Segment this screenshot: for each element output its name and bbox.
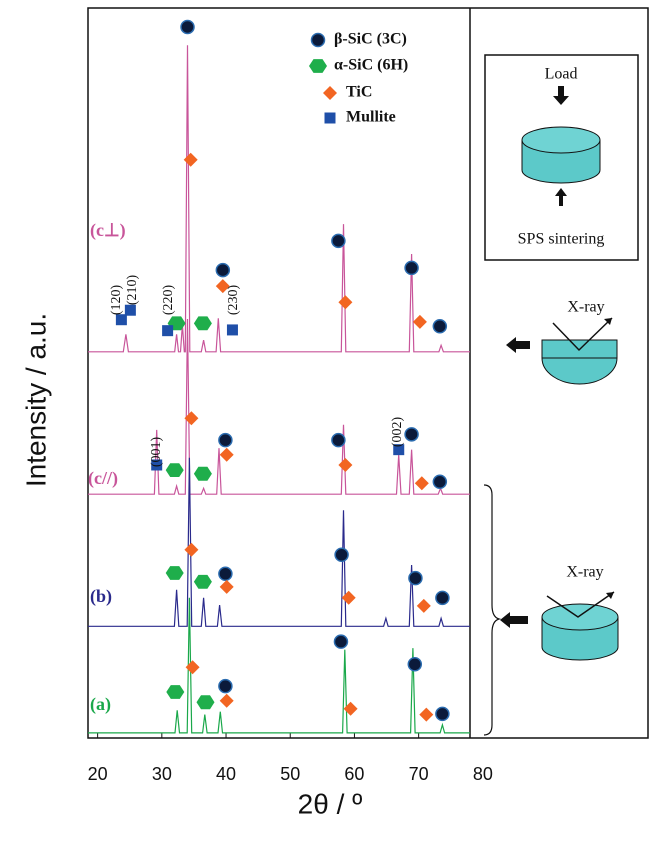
phase-marker	[193, 466, 212, 481]
x-tick-label: 60	[344, 764, 364, 784]
y-axis-label: Intensity / a.u.	[20, 313, 51, 487]
legend-swatch	[309, 59, 327, 73]
phase-marker	[334, 547, 349, 563]
brace	[483, 484, 502, 736]
phase-marker	[219, 447, 234, 462]
xray-top-diagram: X-ray	[506, 299, 618, 385]
phase-marker	[165, 463, 184, 477]
phase-marker	[124, 304, 136, 316]
legend-label: β-SiC (3C)	[334, 31, 407, 48]
load-arrow	[553, 86, 569, 105]
phase-marker	[180, 19, 195, 35]
phase-marker	[404, 427, 419, 442]
legend-label: Mullite	[346, 109, 396, 126]
cylinder-top	[541, 603, 619, 631]
phase-marker	[193, 574, 212, 589]
xray-path	[546, 591, 615, 618]
hkl-label: (230)	[226, 285, 241, 316]
xray-head	[604, 318, 612, 325]
frame	[87, 7, 649, 739]
phase-marker	[218, 678, 233, 694]
series-label: (a)	[90, 694, 111, 715]
xray-label: X-ray	[567, 299, 604, 316]
half-cylinder	[541, 339, 618, 385]
phase-marker	[412, 314, 427, 329]
hkl-label: (120)	[109, 285, 124, 316]
hkl-label: (001)	[149, 437, 164, 468]
phase-marker	[408, 570, 423, 586]
series-label: (b)	[90, 586, 112, 607]
phase-marker	[331, 432, 346, 448]
hkl-label: (210)	[125, 275, 140, 306]
phase-marker	[419, 707, 434, 722]
phase-marker	[218, 432, 233, 448]
x-tick-label: 40	[216, 764, 236, 784]
xray-bottom-diagram: X-ray	[483, 484, 619, 736]
phase-marker	[183, 152, 198, 167]
phase-marker	[226, 324, 238, 336]
phase-marker	[416, 598, 431, 613]
series-label: (c//)	[88, 468, 118, 489]
phase-marker	[341, 590, 356, 605]
phase-marker	[393, 444, 405, 456]
phase-marker	[218, 566, 233, 581]
phase-marker	[435, 590, 450, 606]
xrd-trace	[88, 457, 470, 627]
phase-marker	[166, 685, 185, 699]
xrd-trace	[88, 318, 470, 495]
xray-label: X-ray	[566, 564, 603, 581]
sps-label: SPS sintering	[518, 231, 605, 248]
load-label: Load	[545, 66, 578, 83]
sps-box	[484, 54, 639, 261]
phase-marker	[432, 474, 448, 490]
phase-marker	[404, 260, 419, 276]
phase-marker	[343, 701, 358, 716]
x-tick-label: 80	[473, 764, 493, 784]
phase-marker	[219, 579, 234, 594]
phase-marker	[162, 325, 174, 337]
xrd-trace	[88, 597, 470, 734]
legend-swatch	[310, 32, 326, 48]
phase-marker	[407, 657, 423, 672]
phase-marker	[196, 695, 215, 710]
phase-marker	[414, 476, 429, 491]
phase-marker	[151, 459, 163, 471]
support-arrow	[555, 188, 567, 206]
legend-label: α-SiC (6H)	[334, 57, 408, 74]
phase-marker	[338, 295, 353, 310]
phase-marker	[333, 634, 349, 649]
xray-path	[552, 317, 613, 352]
x-tick-label: 50	[280, 764, 300, 784]
legend-swatch	[323, 86, 337, 100]
phase-marker	[184, 542, 199, 557]
sps-diagram: Load SPS sintering	[484, 54, 639, 261]
hkl-label: (002)	[390, 417, 405, 448]
legend-label: TiC	[346, 84, 372, 101]
phase-marker	[165, 566, 184, 580]
phase-marker	[193, 316, 212, 331]
phase-marker	[115, 314, 127, 326]
pointer-arrow	[506, 337, 530, 353]
x-tick-label: 70	[409, 764, 429, 784]
hkl-label: (220)	[161, 285, 176, 316]
legend-swatch	[324, 112, 336, 124]
phase-marker	[219, 693, 234, 708]
phase-marker	[331, 233, 346, 249]
phase-marker	[338, 458, 353, 472]
xray-head	[606, 592, 614, 599]
phase-marker	[184, 411, 199, 426]
cylinder-top	[521, 126, 601, 154]
phase-marker	[435, 706, 450, 722]
series-label: (c⊥)	[90, 220, 126, 241]
xrd-trace	[88, 45, 470, 353]
x-tick-label: 30	[152, 764, 172, 784]
phase-marker	[432, 319, 448, 334]
x-axis-label: 2θ / º	[298, 788, 363, 819]
phase-marker	[185, 660, 200, 675]
pointer-arrow	[500, 612, 528, 628]
phase-marker	[215, 279, 230, 294]
x-tick-label: 20	[88, 764, 108, 784]
phase-marker	[215, 262, 231, 278]
